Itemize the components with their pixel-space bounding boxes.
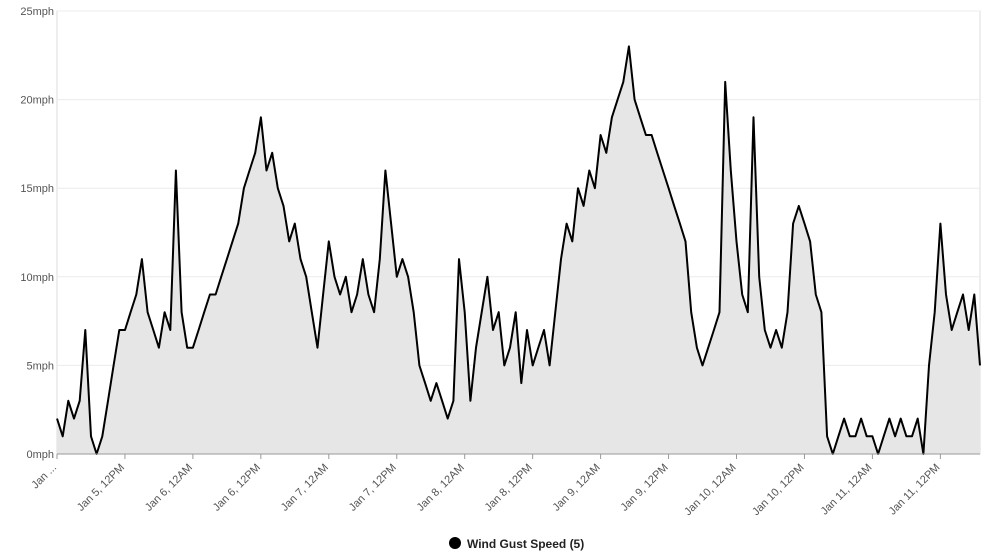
x-tick-label: Jan 10, 12PM	[750, 462, 806, 518]
legend-label: Wind Gust Speed (5)	[467, 537, 584, 551]
x-tick-label: Jan 10, 12AM	[682, 462, 738, 518]
x-tick-label: Jan 8, 12PM	[483, 462, 535, 514]
x-tick-label: Jan 6, 12PM	[211, 462, 263, 514]
y-tick-label: 20mph	[20, 95, 54, 107]
x-tick-label: Jan 5, 12PM	[75, 462, 127, 514]
x-tick-label: Jan 11, 12AM	[819, 462, 875, 518]
y-tick-label: 5mph	[26, 360, 54, 372]
y-tick-label: 15mph	[20, 183, 54, 195]
x-tick-label: Jan ...	[29, 462, 59, 492]
legend-marker	[449, 537, 461, 549]
x-tick-label: Jan 7, 12PM	[347, 462, 399, 514]
x-tick-label: Jan 9, 12PM	[619, 462, 671, 514]
area-fill	[57, 46, 980, 455]
x-tick-label: Jan 8, 12AM	[415, 462, 467, 514]
y-tick-label: 10mph	[20, 272, 54, 284]
y-tick-label: 25mph	[20, 6, 54, 18]
x-tick-label: Jan 9, 12AM	[551, 462, 603, 514]
area-line	[56, 45, 981, 455]
x-tick-label: Jan 11, 12PM	[887, 462, 943, 518]
x-tick-label: Jan 6, 12AM	[143, 462, 195, 514]
y-tick-label: 0mph	[26, 449, 54, 461]
x-tick-label: Jan 7, 12AM	[279, 462, 331, 514]
